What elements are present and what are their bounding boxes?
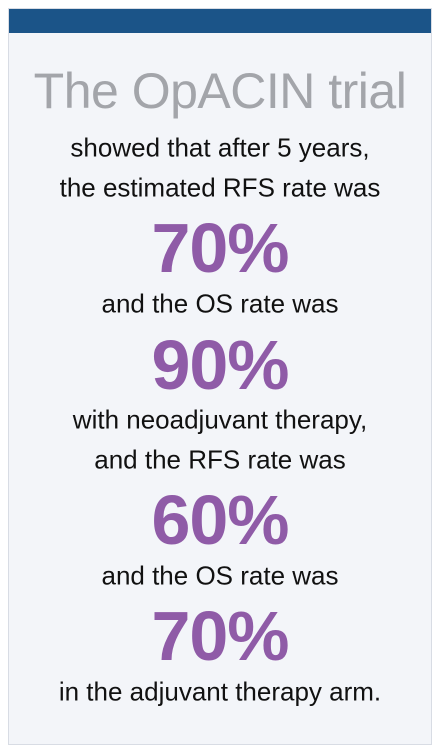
percentage: 70% [151,597,289,675]
percentage: 90% [151,326,289,404]
text-line: and the OS rate was [101,560,339,591]
header-bar [9,9,431,33]
percentage: 60% [151,481,289,559]
text-line: and the RFS rate was [94,444,346,475]
text-line: showed that after 5 years, [70,132,370,163]
title: The OpACIN trial [33,63,407,119]
panel: The OpACIN trial showed that after 5 yea… [8,8,432,745]
percentage: 70% [151,209,289,287]
text-line: and the OS rate was [101,288,339,319]
text-line: in the adjuvant therapy arm. [58,676,382,707]
text-line: with neoadjuvant therapy, [72,404,368,435]
text-line: the estimated RFS rate was [59,172,381,203]
